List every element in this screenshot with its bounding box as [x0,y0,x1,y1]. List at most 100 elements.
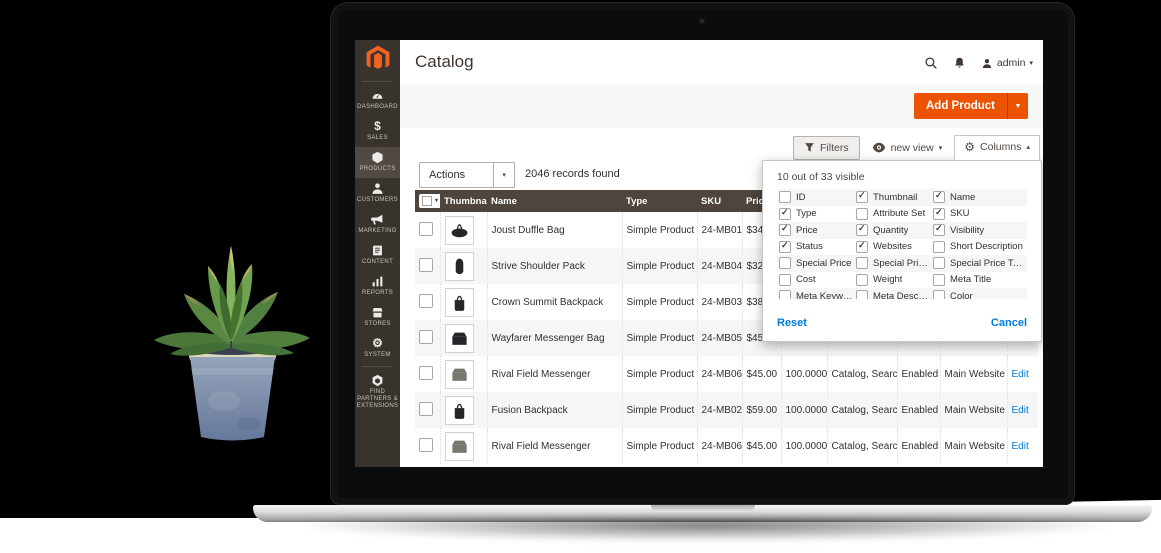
column-option[interactable]: Short Description [931,239,1027,256]
sidebar-item-sales[interactable]: $ SALES [355,116,400,147]
sidebar-item-customers[interactable]: CUSTOMERS [355,178,400,209]
column-option[interactable]: Price [777,222,854,239]
option-checkbox[interactable] [779,257,791,270]
cell-product-name: Joust Duffle Bag [486,212,622,248]
option-checkbox[interactable] [933,257,945,270]
column-option[interactable]: Weight [854,272,931,289]
option-label: Cost [796,274,816,286]
option-checkbox[interactable] [933,223,945,237]
user-icon [982,58,991,68]
option-checkbox[interactable] [933,273,945,286]
column-option[interactable]: Thumbnail [854,189,931,206]
cell-sku: 24-MB03 [696,284,742,320]
cell-visibility: Catalog, Search [826,356,897,392]
col-header-type[interactable]: Type [622,190,697,212]
cell-type: Simple Product [621,392,697,428]
filters-button[interactable]: Filters [792,135,860,160]
column-option[interactable]: ID [777,189,854,206]
option-checkbox[interactable] [779,273,791,286]
edit-link[interactable]: Edit [1006,392,1038,428]
column-option[interactable]: Special Price [777,255,854,272]
option-checkbox[interactable] [779,290,791,299]
magento-logo[interactable] [366,45,390,75]
column-option[interactable]: Status [777,239,854,256]
row-checkbox[interactable] [419,329,433,344]
column-option[interactable]: Meta Description [854,288,931,299]
row-checkbox[interactable] [419,401,433,416]
columns-label: Columns [980,141,1022,153]
edit-link[interactable]: Edit [1006,428,1038,464]
actions-dropdown[interactable]: Actions ▾ [419,162,516,188]
cell-quantity: 100.0000 [780,428,827,464]
cell-product-name: Wayfarer Messenger Bag [486,320,622,356]
column-option[interactable]: Type [777,206,854,223]
edit-link[interactable]: Edit [1006,356,1038,392]
option-checkbox[interactable] [779,191,791,204]
cancel-link[interactable]: Cancel [990,317,1027,329]
option-checkbox[interactable] [856,257,868,270]
add-product-caret-icon[interactable]: ▼ [1007,93,1028,119]
table-row[interactable]: Rival Field Messenger Simple Product 24-… [415,428,1038,464]
sidebar-item-find-partners[interactable]: FIND PARTNERS & EXTENSIONS [355,370,400,415]
view-switcher-button[interactable]: new view ▾ [872,142,942,154]
column-option[interactable]: Special Price From... [854,255,931,272]
column-option[interactable]: Websites [854,239,931,256]
sidebar-item-marketing[interactable]: MARKETING [355,209,400,240]
option-checkbox[interactable] [779,240,791,253]
option-checkbox[interactable] [856,273,868,286]
option-checkbox[interactable] [933,207,945,220]
table-row[interactable]: Fusion Backpack Simple Product 24-MB02 $… [415,392,1038,428]
row-checkbox[interactable] [419,257,433,272]
column-option[interactable]: Visibility [931,222,1027,239]
select-all-checkbox[interactable] [422,195,432,206]
sidebar-item-products[interactable]: PRODUCTS [355,147,400,178]
admin-user-menu[interactable]: admin ▾ [981,57,1033,70]
column-option[interactable]: SKU [931,206,1027,223]
option-checkbox[interactable] [856,207,868,220]
add-product-button[interactable]: Add Product ▼ [914,93,1028,119]
column-option[interactable]: Attribute Set [854,206,931,223]
option-checkbox[interactable] [856,290,868,299]
column-option[interactable]: Quantity [854,222,931,239]
col-header-name[interactable]: Name [487,190,622,212]
column-option[interactable]: Cost [777,272,854,289]
reset-link[interactable]: Reset [777,317,807,329]
option-checkbox[interactable] [856,223,868,237]
plant-image [154,246,310,441]
search-icon[interactable] [924,56,938,70]
column-option[interactable]: Special Price To D... [931,255,1027,272]
column-option[interactable]: Color [931,288,1027,299]
option-checkbox[interactable] [856,240,868,253]
sidebar-item-stores[interactable]: STORES [355,302,400,333]
col-header-thumbnail[interactable]: Thumbnail [440,190,487,212]
select-all-header[interactable]: ▾ [415,190,440,212]
option-checkbox[interactable] [933,190,945,204]
sales-icon: $ [374,119,381,133]
column-option[interactable]: Meta Keywords [777,288,854,299]
cell-sku: 24-MB01 [696,212,742,248]
cell-type: Simple Product [621,212,697,248]
row-checkbox[interactable] [419,365,433,380]
cell-sku: 24-MB02 [696,392,742,428]
table-row[interactable]: Rival Field Messenger Simple Product 24-… [415,356,1038,392]
option-checkbox[interactable] [779,223,791,237]
option-checkbox[interactable] [933,290,945,299]
col-header-sku[interactable]: SKU [697,190,742,212]
cell-product-name: Crown Summit Backpack [486,284,622,320]
row-checkbox[interactable] [419,221,433,236]
admin-topbar: Catalog admin ▾ [400,40,1043,85]
cell-websites: Main Website [939,392,1007,428]
row-checkbox[interactable] [419,293,433,308]
sidebar-item-content[interactable]: CONTENT [355,240,400,271]
notifications-icon[interactable] [953,56,966,70]
sidebar-item-reports[interactable]: REPORTS [355,271,400,302]
option-checkbox[interactable] [933,240,945,253]
option-checkbox[interactable] [856,190,868,204]
sidebar-item-system[interactable]: ⚙ SYSTEM [355,333,400,364]
sidebar-item-dashboard[interactable]: DASHBOARD [355,85,400,116]
row-checkbox[interactable] [419,437,433,452]
column-option[interactable]: Meta Title [931,272,1027,289]
option-checkbox[interactable] [779,207,791,220]
column-option[interactable]: Name [931,189,1027,206]
columns-button[interactable]: ⚙ Columns ▴ [954,135,1040,160]
